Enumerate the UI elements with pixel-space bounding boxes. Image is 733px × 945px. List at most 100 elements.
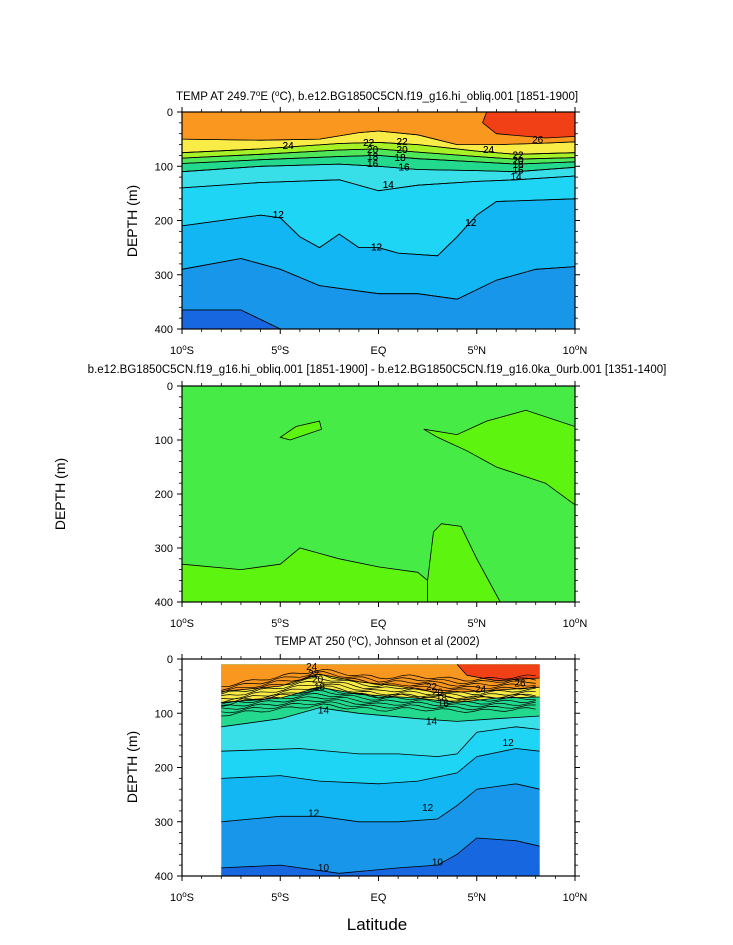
contour-label: 22	[426, 682, 438, 693]
x-tick-label: 5oS	[271, 890, 289, 904]
x-tick-label: 10oN	[563, 890, 588, 904]
contour-label: 12	[308, 809, 320, 820]
panel2-title: b.e12.BG1850C5CN.f19_g16.hi_obliq.001 [1…	[88, 364, 667, 376]
panel-difference: b.e12.BG1850C5CN.f19_g16.hi_obliq.001 [1…	[52, 364, 666, 630]
contour-label: 16	[398, 162, 410, 173]
y-tick-label: 0	[167, 381, 173, 393]
contour-label: 20	[312, 675, 324, 686]
contour-label: 16	[438, 698, 450, 709]
contour-label: 14	[383, 180, 395, 191]
contour-band-hot	[482, 112, 575, 138]
contour-label: 14	[426, 716, 438, 727]
contour-label: 12	[422, 803, 434, 814]
y-tick-label: 300	[155, 543, 173, 555]
y-tick-label: 200	[155, 763, 173, 775]
contour-band-cold	[221, 838, 540, 876]
panel2-ylabel: DEPTH (m)	[52, 458, 68, 530]
contour-label: 14	[318, 706, 330, 717]
isotherm-line	[221, 707, 540, 728]
x-tick-label: 5oS	[271, 343, 289, 357]
isotherm-line	[482, 111, 576, 139]
panel3-ylabel: DEPTH (m)	[124, 731, 140, 803]
contour-label: 12	[273, 210, 285, 221]
y-tick-label: 100	[155, 161, 173, 173]
contour-label: 26	[532, 135, 544, 146]
y-tick-label: 100	[155, 708, 173, 720]
contour-label: 22	[397, 137, 409, 148]
isotherm-line	[221, 686, 540, 703]
contour-label: 12	[503, 738, 515, 749]
isotherm-line	[221, 681, 536, 696]
contour-label: 12	[371, 243, 383, 254]
contour-label: 16	[398, 162, 410, 173]
y-tick-label: 0	[167, 107, 173, 119]
panel3-title: TEMP AT 250 (oC), Johnson et al (2002)	[274, 634, 479, 648]
isotherm-line	[181, 258, 576, 300]
panel1-title: TEMP AT 249.7oE (oC), b.e12.BG1850C5CN.f…	[176, 89, 578, 103]
panel1-ylabel: DEPTH (m)	[124, 185, 140, 257]
y-tick-label: 100	[155, 435, 173, 447]
isotherm-line	[221, 748, 540, 785]
isotherm-line	[456, 664, 540, 682]
contour-label: 10	[432, 857, 444, 868]
contour-label: 14	[510, 172, 522, 183]
contour-label: 22	[308, 669, 320, 680]
isotherm-line	[221, 703, 536, 717]
contour-label: 18	[395, 153, 407, 164]
contour-label: 20	[512, 156, 524, 167]
x-tick-label: 5oN	[467, 890, 486, 904]
isotherm-line	[181, 141, 576, 155]
isotherm-line	[221, 783, 540, 823]
contour-label: 22	[363, 138, 375, 149]
contour-label: 24	[475, 684, 487, 695]
contour-label: 22	[363, 138, 375, 149]
x-tick-label: EQ	[371, 345, 387, 357]
contour-band-cold	[182, 310, 281, 329]
x-tick-label: 5oS	[271, 616, 289, 630]
contour-label: 18	[512, 160, 524, 171]
y-tick-label: 300	[155, 270, 173, 282]
contour-band-warm	[182, 112, 575, 145]
y-tick-label: 400	[155, 597, 173, 609]
x-tick-label: 10oS	[170, 616, 194, 630]
contour-label: 18	[367, 152, 379, 163]
y-tick-label: 200	[155, 489, 173, 501]
contour-label: 16	[367, 159, 379, 170]
contour-label: 20	[367, 145, 379, 156]
isotherm-line	[221, 726, 540, 758]
isotherm-line	[221, 677, 536, 695]
contour-label: 22	[512, 150, 524, 161]
contour-label: 12	[465, 218, 477, 229]
contour-label: 18	[395, 153, 407, 164]
contour-label: 26	[514, 678, 526, 689]
y-tick-label: 300	[155, 817, 173, 829]
isotherm-line	[181, 130, 576, 145]
panel-model-temp: TEMP AT 249.7oE (oC), b.e12.BG1850C5CN.f…	[124, 89, 587, 357]
contour-label: 12	[371, 243, 383, 254]
x-tick-label: 5oN	[467, 343, 486, 357]
y-tick-label: 200	[155, 216, 173, 228]
contour-label: 16	[367, 159, 379, 170]
contour-label: 20	[367, 145, 379, 156]
x-tick-label: 10oN	[563, 343, 588, 357]
x-tick-label: 10oN	[563, 616, 588, 630]
y-tick-label: 400	[155, 871, 173, 883]
contour-label: 22	[397, 137, 409, 148]
contour-label: 20	[397, 145, 409, 156]
contour-label: 14	[510, 172, 522, 183]
isotherm-line	[221, 696, 536, 707]
isotherm-line	[221, 673, 536, 694]
contour-label: 24	[483, 145, 495, 156]
isotherm-line	[221, 671, 536, 691]
contour-label: 18	[436, 693, 448, 704]
y-tick-label: 0	[167, 654, 173, 666]
isotherm-line	[181, 163, 576, 173]
contour-label: 10	[318, 863, 330, 874]
x-tick-label: EQ	[371, 892, 387, 904]
x-axis-label: Latitude	[347, 915, 408, 934]
contour-label: 12	[465, 218, 477, 229]
contour-label: 20	[432, 688, 444, 699]
isotherm-line	[221, 683, 536, 700]
x-tick-label: 5oN	[467, 616, 486, 630]
